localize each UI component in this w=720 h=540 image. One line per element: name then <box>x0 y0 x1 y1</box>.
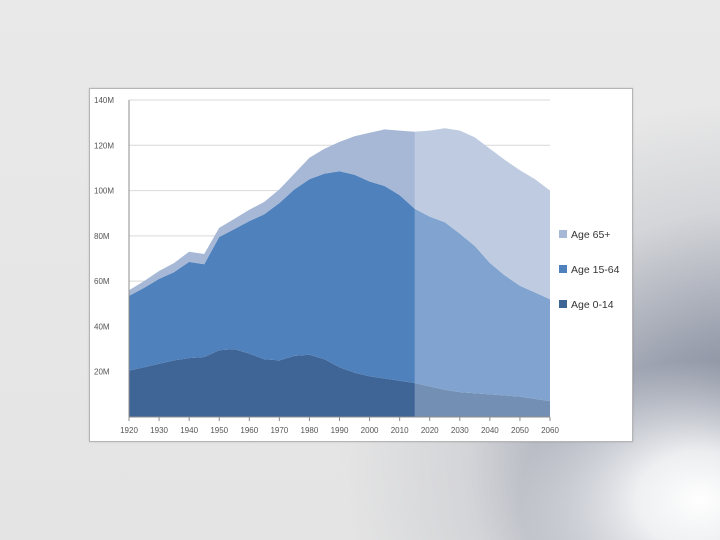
x-tick-label-1960: 1960 <box>240 426 258 435</box>
projection-shading <box>414 128 550 417</box>
chart-card: 20M 40M 60M 80M 100M 120M 140M 1920 1930 1940 195… <box>89 88 633 442</box>
x-tick-label-1990: 1990 <box>331 426 349 435</box>
legend-label-age-15-64: Age 15-64 <box>571 264 620 276</box>
x-tick-label-1970: 1970 <box>270 426 288 435</box>
axes <box>128 100 551 421</box>
x-tick-label-1940: 1940 <box>180 426 198 435</box>
x-tick-label-2030: 2030 <box>451 426 469 435</box>
area-series <box>129 128 550 417</box>
y-tick-label-20m: 20M <box>94 368 110 377</box>
x-tick-label-2050: 2050 <box>511 426 529 435</box>
projection-overlay <box>414 128 550 417</box>
x-tick-label-2060: 2060 <box>541 426 559 435</box>
x-axis-tick-labels: 1920 1930 1940 1950 1960 1970 1980 1990 2000 2010… <box>120 426 559 435</box>
area-age-65 <box>129 128 550 300</box>
y-tick-label-40m: 40M <box>94 322 110 331</box>
y-axis-tick-labels: 20M 40M 60M 80M 100M 120M 140M <box>94 96 114 377</box>
x-tick-label-1930: 1930 <box>150 426 168 435</box>
population-area-chart: 20M 40M 60M 80M 100M 120M 140M 1920 1930 1940 195… <box>94 96 620 435</box>
y-tick-label-120m: 120M <box>94 141 114 150</box>
x-tick-label-1920: 1920 <box>120 426 138 435</box>
legend-swatch-age-15-64 <box>559 265 567 273</box>
y-tick-label-60m: 60M <box>94 277 110 286</box>
y-tick-label-80m: 80M <box>94 232 110 241</box>
legend-label-age-0-14: Age 0-14 <box>571 299 614 311</box>
y-tick-label-100m: 100M <box>94 187 114 196</box>
x-tick-label-2010: 2010 <box>391 426 409 435</box>
x-tick-label-2020: 2020 <box>421 426 439 435</box>
x-tick-label-1980: 1980 <box>301 426 319 435</box>
area-age-0-14 <box>129 349 550 417</box>
legend-swatch-age-0-14 <box>559 300 567 308</box>
legend-swatch-age-65 <box>559 230 567 238</box>
area-age-15-64 <box>129 171 550 402</box>
legend: Age 65+ Age 15-64 Age 0-14 <box>559 229 620 311</box>
x-tick-label-2000: 2000 <box>361 426 379 435</box>
y-tick-label-140m: 140M <box>94 96 114 105</box>
x-tick-label-2040: 2040 <box>481 426 499 435</box>
x-tick-label-1950: 1950 <box>210 426 228 435</box>
legend-label-age-65: Age 65+ <box>571 229 610 241</box>
